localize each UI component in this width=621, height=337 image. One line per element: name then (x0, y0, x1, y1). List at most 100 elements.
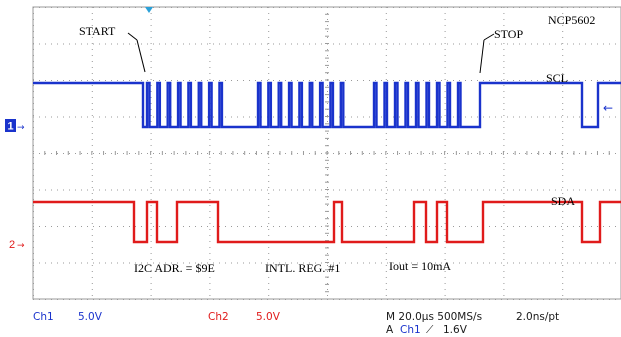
grid-dot (327, 49, 328, 50)
grid-dot (503, 235, 505, 236)
grid-dot (465, 226, 466, 227)
grid-dot (209, 289, 211, 290)
grid-dot (393, 43, 394, 45)
grid-dot (225, 262, 226, 264)
grid-dot (225, 153, 226, 154)
grid-dot (268, 253, 270, 254)
grid-dot (268, 217, 270, 218)
grid-dot (441, 153, 442, 154)
grid-dot (444, 91, 446, 92)
grid-dot (503, 187, 505, 188)
grid-dot (255, 43, 256, 45)
grid-dot (503, 31, 505, 32)
grid-dot (513, 116, 514, 118)
trigger-slope: ⟋ (426, 324, 434, 336)
grid-dot (503, 55, 505, 56)
grid-dot (207, 80, 208, 81)
grid-dot (562, 127, 564, 128)
grid-dot (503, 127, 505, 128)
grid-dot (150, 169, 152, 170)
grid-dot (444, 67, 446, 68)
grid-dot (489, 226, 490, 227)
grid-dot (285, 226, 286, 227)
grid-dot (537, 226, 538, 227)
grid-dot (549, 189, 550, 191)
grid-dot (159, 226, 160, 227)
scl-trace (33, 81, 621, 129)
grid-dot (385, 67, 387, 68)
grid-dot (567, 262, 568, 264)
grid-dot (268, 187, 270, 188)
grid-dot (513, 189, 514, 191)
grid-dot (562, 103, 564, 104)
grid-dot (453, 153, 454, 154)
grid-dot (603, 43, 604, 45)
grid-dot (153, 153, 154, 154)
grid-dot (39, 80, 40, 81)
grid-dot (129, 43, 130, 45)
grid-dot (249, 153, 250, 154)
grid-dot (385, 49, 387, 50)
grid-dot (91, 229, 93, 230)
grid-dot (579, 116, 580, 118)
grid-dot (519, 153, 520, 154)
grid-dot (465, 189, 466, 191)
grid-dot (453, 116, 454, 118)
grid-dot (268, 25, 270, 26)
grid-dot (150, 103, 152, 104)
grid-dot (503, 247, 505, 248)
grid-dot (231, 80, 232, 81)
grid-dot (213, 116, 214, 118)
grid-dot (441, 80, 442, 81)
grid-dot (209, 295, 211, 296)
sda-trace (33, 200, 621, 244)
grid-dot (351, 80, 352, 81)
grid-dot (321, 226, 322, 227)
grid-dot (495, 262, 496, 264)
grid-dot (268, 145, 270, 146)
grid-dot (543, 153, 544, 154)
grid-dot (135, 226, 136, 227)
grid-dot (207, 226, 208, 227)
stop-pointer-drop (479, 39, 485, 74)
grid-dot (91, 253, 93, 254)
grid-dot (444, 193, 446, 194)
grid-dot (150, 217, 152, 218)
grid-dot (91, 121, 93, 122)
grid-dot (231, 189, 232, 191)
grid-dot (585, 116, 586, 118)
grid-dot (117, 226, 118, 227)
grid-dot (117, 262, 118, 264)
grid-dot (327, 157, 328, 158)
grid-dot (501, 153, 502, 154)
title-label: NCP5602 (548, 13, 595, 27)
grid-dot (609, 189, 610, 191)
grid-dot (399, 116, 400, 118)
grid-dot (268, 139, 270, 140)
grid-dot (75, 80, 76, 81)
grid-dot (150, 145, 152, 146)
grid-dot (237, 262, 238, 264)
grid-dot (339, 80, 340, 81)
grid-dot (444, 163, 446, 164)
grid-dot (268, 247, 270, 248)
grid-dot (513, 80, 514, 81)
grid-dot (393, 116, 394, 118)
grid-dot (105, 262, 106, 264)
grid-dot (268, 223, 270, 224)
grid-dot (268, 133, 270, 134)
grid-dot (519, 226, 520, 227)
grid-dot (268, 157, 270, 158)
grid-dot (562, 145, 564, 146)
grid-dot (165, 189, 166, 191)
grid-dot (268, 61, 270, 62)
grid-dot (150, 229, 152, 230)
grid-dot (411, 189, 412, 191)
grid-dot (531, 189, 532, 191)
grid-dot (562, 31, 564, 32)
grid-dot (309, 189, 310, 191)
grid-dot (51, 43, 52, 45)
grid-dot (57, 80, 58, 81)
grid-dot (573, 80, 574, 81)
grid-dot (183, 43, 184, 45)
